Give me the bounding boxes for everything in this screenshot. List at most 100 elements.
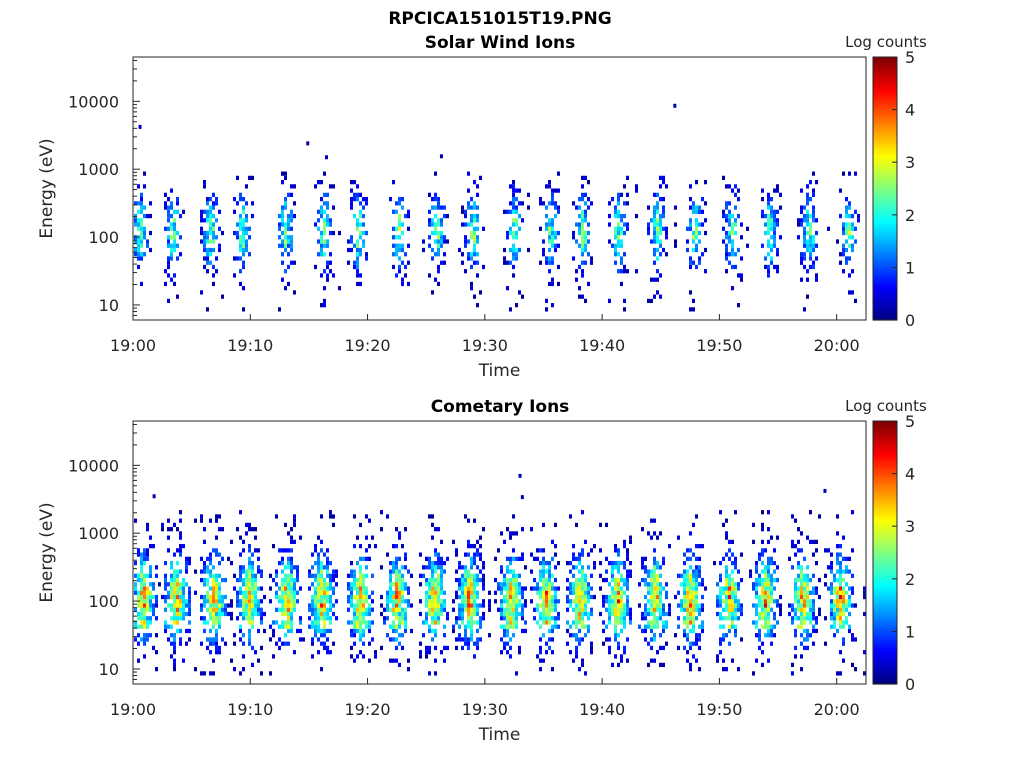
spectrogram-cell <box>842 594 845 600</box>
spectrogram-cell <box>329 514 332 519</box>
spectrogram-cell <box>512 192 515 197</box>
spectrogram-cell <box>626 607 629 612</box>
spectrogram-cell <box>767 222 770 227</box>
spectrogram-cell <box>203 235 206 240</box>
spectrogram-cell <box>518 226 521 231</box>
spectrogram-cell <box>515 556 518 561</box>
spectrogram-cell <box>320 209 323 214</box>
spectrogram-cell <box>476 573 479 578</box>
spectrogram-cell <box>293 290 296 295</box>
spectrogram-cell <box>473 180 476 185</box>
colorbar-swatch <box>873 87 897 91</box>
spectrogram-cell <box>656 620 659 625</box>
spectrogram-cell <box>458 560 461 566</box>
spectrogram-cell <box>767 658 770 663</box>
spectrogram-cell <box>698 637 701 642</box>
colorbar-swatch <box>873 490 897 494</box>
spectrogram-cell <box>773 239 776 244</box>
spectrogram-cell <box>401 196 404 202</box>
spectrogram-cell <box>278 599 281 604</box>
spectrogram-cell <box>467 624 470 629</box>
spectrogram-cell <box>806 222 809 227</box>
spectrogram-cell <box>515 582 518 587</box>
spectrogram-cell <box>521 628 524 634</box>
spectrogram-cell <box>650 607 653 612</box>
spectrogram-cell <box>545 607 548 612</box>
spectrogram-cell <box>386 514 389 519</box>
spectrogram-cell <box>371 590 374 595</box>
spectrogram-cell <box>806 590 809 595</box>
spectrogram-cell <box>851 247 854 253</box>
spectrogram-cell <box>308 573 311 578</box>
spectrogram-cell <box>395 527 398 532</box>
spectrogram-cell <box>734 590 737 595</box>
outlier-cell <box>306 141 310 146</box>
spectrogram-cell <box>647 569 650 574</box>
spectrogram-cell <box>515 196 518 202</box>
spectrogram-cell <box>551 650 554 655</box>
spectrogram-cell <box>509 535 512 540</box>
spectrogram-cell <box>725 252 728 257</box>
spectrogram-cell <box>329 252 332 257</box>
spectrogram-cell <box>557 624 560 629</box>
spectrogram-cell <box>401 544 404 549</box>
spectrogram-cell <box>842 599 845 604</box>
spectrogram-cell <box>212 582 215 587</box>
spectrogram-cell <box>320 611 323 617</box>
spectrogram-cell <box>362 628 365 634</box>
spectrogram-cell <box>173 607 176 612</box>
spectrogram-cell <box>521 607 524 612</box>
spectrogram-cell <box>215 548 218 553</box>
colorbar-swatch <box>873 443 897 447</box>
spectrogram-cell <box>518 599 521 604</box>
spectrogram-cell <box>842 607 845 612</box>
spectrogram-cell <box>401 230 404 236</box>
spectrogram-cell <box>290 260 293 265</box>
spectrogram-cell <box>338 230 341 236</box>
colorbar-swatch <box>873 501 897 504</box>
colorbar-swatch <box>873 122 897 126</box>
spectrogram-cell <box>140 560 143 566</box>
spectrogram-cell <box>614 252 617 257</box>
spectrogram-cell <box>242 594 245 600</box>
spectrogram-cell <box>143 184 146 189</box>
spectrogram-cell <box>155 573 158 578</box>
spectrogram-cell <box>203 264 206 270</box>
spectrogram-cell <box>581 590 584 595</box>
spectrogram-cell <box>146 527 149 532</box>
spectrogram-cell <box>473 201 476 206</box>
x-tick-label: 19:20 <box>345 336 391 355</box>
spectrogram-cell <box>287 213 290 219</box>
spectrogram-cell <box>653 611 656 617</box>
spectrogram-cell <box>683 599 686 604</box>
spectrogram-cell <box>215 269 218 274</box>
spectrogram-cell <box>452 628 455 634</box>
spectrogram-cell <box>317 565 320 570</box>
spectrogram-cell <box>461 582 464 587</box>
spectrogram-cell <box>350 586 353 591</box>
spectrogram-cell <box>539 645 542 651</box>
spectrogram-cell <box>395 252 398 257</box>
spectrogram-cell <box>848 569 851 574</box>
colorbar-swatch <box>873 233 897 237</box>
spectrogram-cell <box>407 658 410 663</box>
spectrogram-cell <box>611 565 614 570</box>
spectrogram-cell <box>740 603 743 608</box>
spectrogram-cell <box>290 628 293 634</box>
spectrogram-cell <box>656 560 659 566</box>
spectrogram-cell <box>434 599 437 604</box>
spectrogram-cell <box>551 201 554 206</box>
spectrogram-cell <box>608 645 611 651</box>
spectrogram-cell <box>584 213 587 219</box>
colorbar-swatch <box>873 227 897 231</box>
spectrogram-cell <box>218 247 221 253</box>
spectrogram-cell <box>365 599 368 604</box>
spectrogram-cell <box>551 594 554 600</box>
spectrogram-cell <box>584 577 587 583</box>
spectrogram-cell <box>581 510 584 515</box>
spectrogram-cell <box>617 569 620 574</box>
spectrogram-cell <box>587 599 590 604</box>
spectrogram-cell <box>356 269 359 274</box>
spectrogram-cell <box>461 645 464 651</box>
colorbar-swatch <box>873 61 897 64</box>
